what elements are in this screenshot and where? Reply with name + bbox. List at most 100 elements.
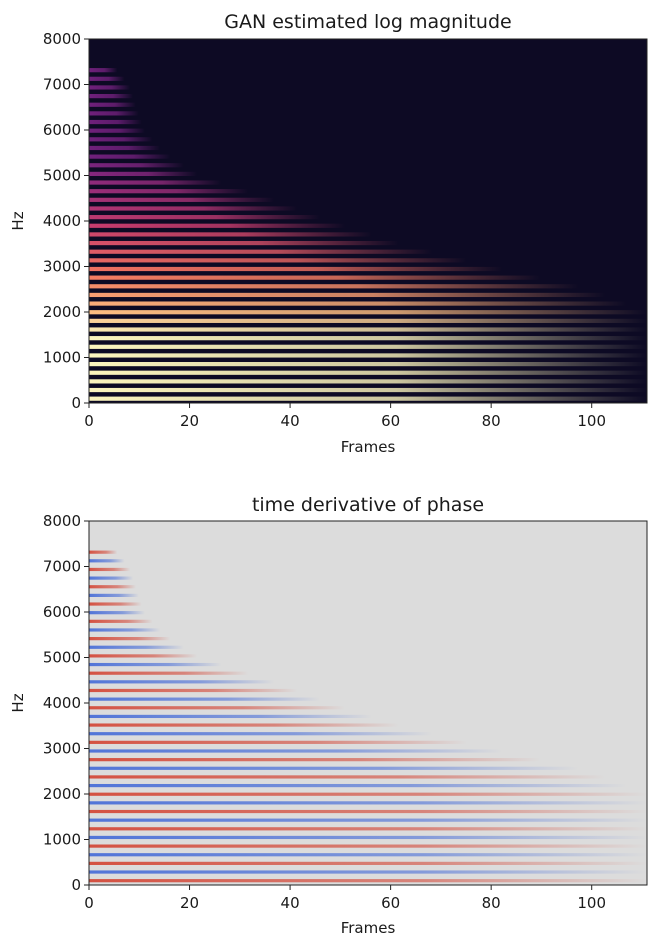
phase-xtick-label: 20 xyxy=(180,894,199,912)
phase-panel: time derivative of phase 0 1000 2000 3000 40… xyxy=(9,494,648,937)
magnitude-harmonic-band xyxy=(89,266,503,272)
phase-ytick-label: 1000 xyxy=(43,831,81,849)
magnitude-bands xyxy=(89,68,647,401)
magnitude-harmonic-band xyxy=(89,68,118,73)
phase-harmonic-band xyxy=(89,870,647,874)
phase-harmonic-band xyxy=(89,758,541,762)
phase-ytick-label: 3000 xyxy=(43,740,81,758)
phase-harmonic-band xyxy=(89,740,467,744)
magnitude-harmonic-band xyxy=(89,197,275,202)
phase-plot-area xyxy=(89,521,647,885)
magnitude-harmonic-band xyxy=(89,119,142,125)
phase-ylabel: Hz xyxy=(9,693,27,712)
phase-x-ticks: 0 20 40 60 80 100 xyxy=(84,885,606,912)
magnitude-harmonic-band xyxy=(89,180,222,185)
magnitude-harmonic-band xyxy=(89,258,467,263)
magnitude-harmonic-band xyxy=(89,137,153,142)
magnitude-xtick-label: 80 xyxy=(482,412,501,430)
phase-harmonic-band xyxy=(89,749,503,753)
phase-harmonic-band xyxy=(89,602,142,606)
phase-harmonic-band xyxy=(89,835,647,840)
magnitude-harmonic-band xyxy=(89,102,136,107)
magnitude-ytick-label: 7000 xyxy=(43,76,81,94)
phase-title: time derivative of phase xyxy=(252,494,484,516)
phase-harmonic-band xyxy=(89,775,606,779)
magnitude-xtick-label: 60 xyxy=(381,412,400,430)
phase-harmonic-band xyxy=(89,792,647,796)
phase-harmonic-band xyxy=(89,662,222,667)
magnitude-ytick-label: 3000 xyxy=(43,258,81,276)
phase-xtick-label: 60 xyxy=(381,894,400,912)
magnitude-ytick-label: 2000 xyxy=(43,303,81,321)
phase-harmonic-band xyxy=(89,879,647,883)
magnitude-xtick-label: 0 xyxy=(84,412,94,430)
phase-ytick-label: 0 xyxy=(71,876,81,894)
phase-harmonic-band xyxy=(89,853,647,857)
phase-harmonic-band xyxy=(89,680,275,684)
magnitude-ytick-label: 4000 xyxy=(43,212,81,230)
magnitude-harmonic-band xyxy=(89,223,346,228)
phase-harmonic-band xyxy=(89,723,399,727)
magnitude-xlabel: Frames xyxy=(341,438,396,456)
phase-harmonic-band xyxy=(89,550,118,554)
magnitude-plot-area xyxy=(89,39,647,403)
magnitude-harmonic-band xyxy=(89,336,647,341)
magnitude-ytick-label: 1000 xyxy=(43,349,81,367)
phase-harmonic-band xyxy=(89,706,346,710)
magnitude-title: GAN estimated log magnitude xyxy=(224,11,511,33)
phase-harmonic-band xyxy=(89,671,249,675)
magnitude-y-ticks: 0 1000 2000 3000 4000 5000 6000 7000 8000 xyxy=(43,30,89,412)
magnitude-harmonic-band xyxy=(89,206,298,211)
magnitude-harmonic-band xyxy=(89,154,171,159)
magnitude-harmonic-band xyxy=(89,310,647,315)
magnitude-harmonic-band xyxy=(89,145,161,151)
magnitude-xtick-label: 100 xyxy=(577,412,606,430)
magnitude-harmonic-band xyxy=(89,379,647,384)
phase-harmonic-band xyxy=(89,645,184,649)
phase-ytick-label: 8000 xyxy=(43,512,81,530)
phase-harmonic-band xyxy=(89,766,579,770)
phase-harmonic-band xyxy=(89,697,321,701)
phase-harmonic-band xyxy=(89,732,433,736)
phase-ytick-label: 7000 xyxy=(43,558,81,576)
magnitude-harmonic-band xyxy=(89,344,647,349)
phase-xtick-label: 40 xyxy=(281,894,300,912)
phase-harmonic-band xyxy=(89,827,647,831)
magnitude-harmonic-band xyxy=(89,284,579,289)
magnitude-harmonic-band xyxy=(89,327,647,332)
phase-harmonic-band xyxy=(89,585,136,589)
magnitude-harmonic-band xyxy=(89,301,627,306)
phase-harmonic-band xyxy=(89,654,198,658)
phase-harmonic-band xyxy=(89,783,627,788)
magnitude-harmonic-band xyxy=(89,275,541,280)
magnitude-harmonic-band xyxy=(89,318,647,323)
phase-y-ticks: 0 1000 2000 3000 4000 5000 6000 7000 8000 xyxy=(43,512,89,894)
phase-harmonic-band xyxy=(89,861,647,865)
phase-ytick-label: 6000 xyxy=(43,603,81,621)
phase-harmonic-band xyxy=(89,844,647,848)
magnitude-harmonic-band xyxy=(89,370,647,375)
phase-ytick-label: 2000 xyxy=(43,785,81,803)
magnitude-harmonic-band xyxy=(89,292,606,298)
magnitude-ytick-label: 5000 xyxy=(43,167,81,185)
magnitude-harmonic-band xyxy=(89,387,647,393)
phase-xtick-label: 0 xyxy=(84,894,94,912)
phase-ytick-label: 4000 xyxy=(43,694,81,712)
magnitude-harmonic-band xyxy=(89,240,399,246)
phase-xlabel: Frames xyxy=(341,919,396,937)
phase-harmonic-band xyxy=(89,593,139,597)
phase-harmonic-band xyxy=(89,801,647,805)
magnitude-harmonic-band xyxy=(89,128,145,133)
phase-harmonic-band xyxy=(89,714,372,719)
magnitude-harmonic-band xyxy=(89,163,184,168)
magnitude-harmonic-band xyxy=(89,249,433,254)
magnitude-xtick-label: 20 xyxy=(180,412,199,430)
magnitude-harmonic-band xyxy=(89,361,647,367)
phase-harmonic-band xyxy=(89,628,161,632)
magnitude-harmonic-band xyxy=(89,94,134,99)
phase-bands xyxy=(89,550,647,883)
magnitude-harmonic-band xyxy=(89,85,131,90)
magnitude-harmonic-band xyxy=(89,353,647,358)
phase-harmonic-band xyxy=(89,688,298,693)
magnitude-harmonic-band xyxy=(89,189,249,194)
